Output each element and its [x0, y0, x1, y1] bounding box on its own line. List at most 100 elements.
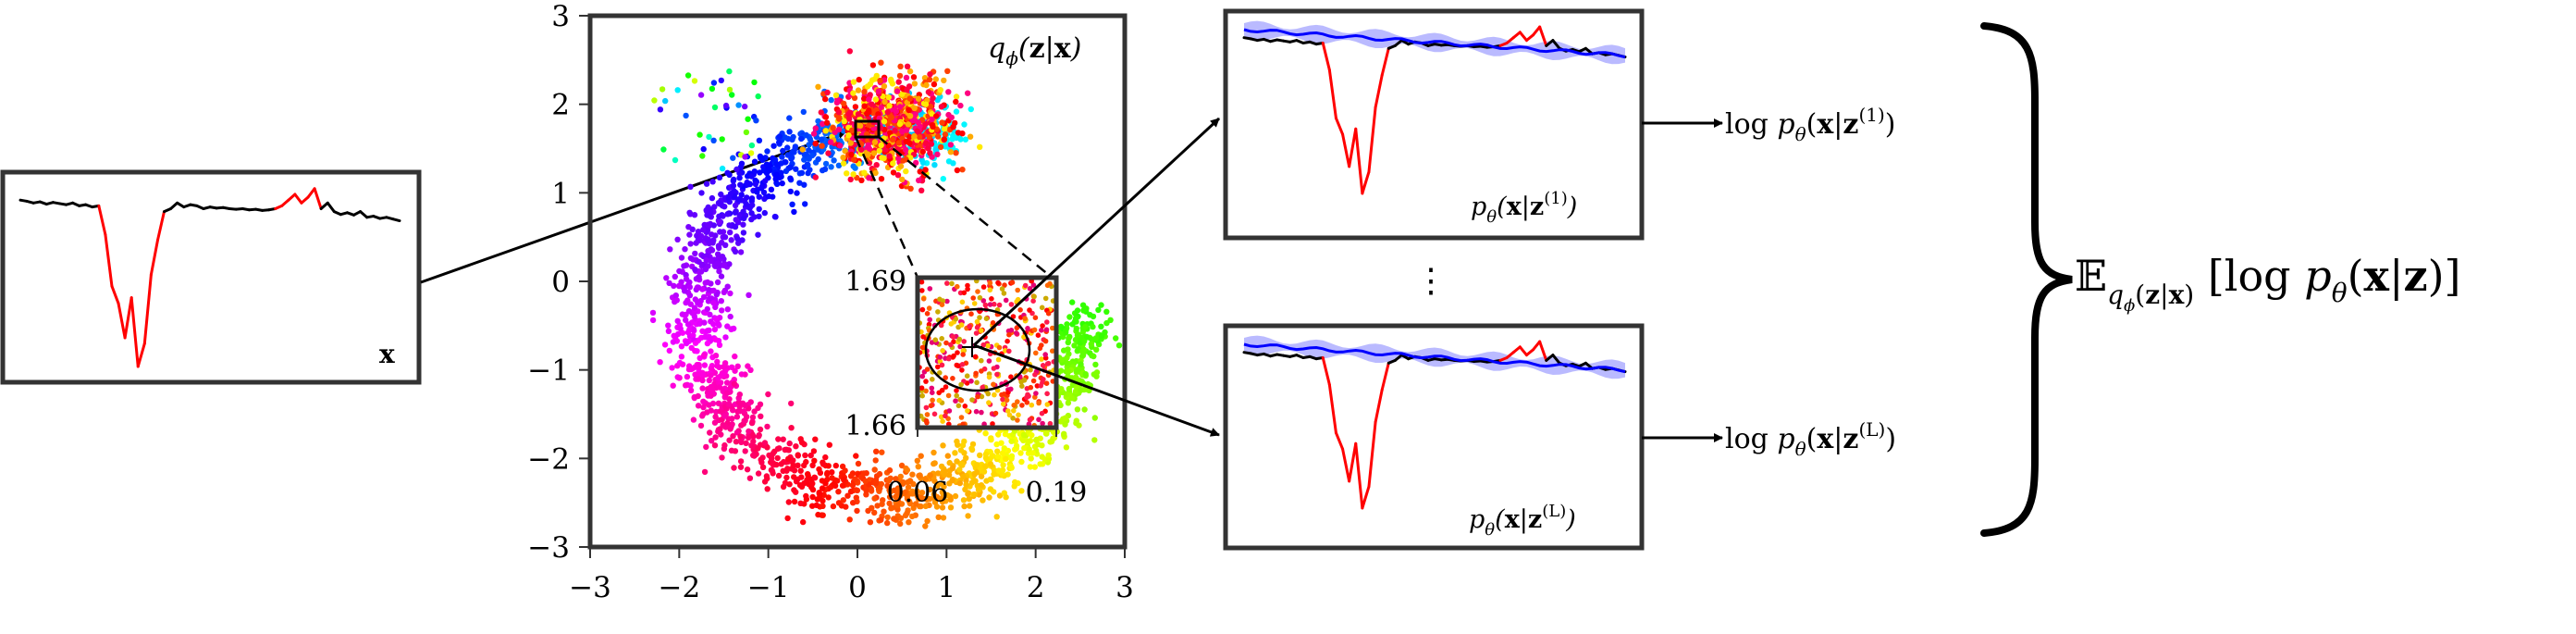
- latent-point: [775, 472, 783, 479]
- latent-point: [822, 95, 829, 103]
- latent-point: [887, 489, 894, 495]
- latent-point: [966, 495, 972, 503]
- inset-point: [964, 373, 970, 379]
- inset-point: [930, 397, 935, 404]
- latent-point: [748, 142, 756, 149]
- latent-point: [1074, 307, 1081, 314]
- latent-point: [1000, 462, 1006, 468]
- latent-point: [924, 517, 931, 525]
- latent-point: [1066, 314, 1073, 320]
- latent-point: [787, 175, 794, 181]
- encode-arrow: [420, 130, 847, 284]
- inset-point: [919, 392, 925, 399]
- inset-point: [956, 336, 963, 342]
- inset-point: [958, 397, 965, 404]
- latent-point: [1091, 437, 1098, 443]
- y-tick-label: 1: [551, 177, 570, 210]
- latent-point: [875, 88, 881, 94]
- latent-point: [795, 452, 801, 458]
- inset-point: [924, 412, 931, 417]
- latent-point: [780, 467, 786, 474]
- latent-point: [676, 267, 683, 275]
- recon-input-segment: [1532, 25, 1542, 37]
- latent-point: [941, 483, 947, 490]
- latent-point: [1003, 455, 1009, 463]
- inset-point: [971, 301, 978, 306]
- inset-point: [919, 373, 926, 379]
- latent-point: [885, 477, 893, 484]
- latent-point: [1073, 419, 1079, 427]
- inset-point: [969, 397, 975, 403]
- latent-point: [691, 212, 698, 218]
- inset-point: [1025, 326, 1030, 331]
- latent-point: [768, 466, 775, 474]
- latent-point: [846, 48, 853, 55]
- recon-input-segment: [1361, 485, 1371, 510]
- latent-point: [903, 74, 910, 81]
- inset-point: [994, 371, 1000, 378]
- latent-point: [817, 493, 823, 501]
- latent-point: [721, 441, 728, 449]
- latent-point: [743, 201, 749, 207]
- latent-point: [1021, 445, 1028, 452]
- latent-point: [801, 462, 807, 469]
- latent-point: [991, 489, 997, 495]
- latent-point: [976, 491, 982, 498]
- latent-point: [835, 109, 842, 116]
- latent-point: [922, 503, 929, 510]
- latent-point: [949, 477, 955, 484]
- latent-point: [737, 464, 745, 470]
- inset-point: [938, 414, 944, 420]
- latent-point: [755, 470, 762, 477]
- recon-input-segment: [1380, 46, 1390, 77]
- latent-point: [732, 353, 738, 360]
- latent-point: [952, 450, 958, 456]
- latent-point: [982, 430, 989, 437]
- latent-point: [1103, 319, 1110, 327]
- latent-point: [738, 439, 745, 445]
- latent-point: [793, 479, 800, 485]
- latent-point: [716, 267, 722, 275]
- inset-point: [1021, 378, 1028, 383]
- inset-point: [958, 381, 964, 388]
- x-tick-label: 2: [1027, 571, 1045, 604]
- latent-point: [869, 101, 875, 107]
- inset-point: [1008, 374, 1014, 380]
- latent-point: [724, 323, 731, 329]
- inset-point: [1006, 331, 1012, 338]
- latent-point: [790, 462, 796, 468]
- latent-point: [780, 483, 787, 491]
- selection-box: [854, 119, 881, 139]
- latent-point: [847, 140, 854, 146]
- inset-point: [986, 374, 992, 380]
- latent-point: [715, 374, 721, 381]
- inset-point: [1036, 416, 1041, 423]
- latent-point: [692, 296, 698, 303]
- inset-point: [972, 354, 979, 360]
- latent-point: [1098, 332, 1105, 340]
- latent-point: [986, 494, 992, 501]
- inset-point: [991, 366, 997, 371]
- latent-point: [863, 470, 869, 477]
- latent-point: [692, 250, 698, 257]
- recon-input-segment: [1327, 68, 1337, 120]
- latent-point: [1058, 367, 1065, 374]
- latent-point: [869, 77, 876, 83]
- inset-point: [939, 387, 945, 393]
- y-tick-label: 2: [551, 89, 570, 122]
- latent-point: [947, 504, 955, 511]
- latent-point: [701, 333, 709, 341]
- recon-input-segment: [1505, 36, 1515, 44]
- latent-point: [651, 97, 658, 104]
- latent-point: [738, 422, 745, 429]
- latent-point: [710, 80, 718, 86]
- input-segment: [155, 210, 166, 242]
- latent-point: [906, 133, 913, 141]
- latent-point: [825, 494, 832, 501]
- latent-point: [820, 461, 827, 467]
- recon-input-segment: [1367, 106, 1377, 174]
- latent-point: [731, 325, 737, 332]
- input-segment: [391, 218, 401, 223]
- latent-point: [793, 166, 799, 172]
- recon-bottom-series: [1242, 335, 1627, 510]
